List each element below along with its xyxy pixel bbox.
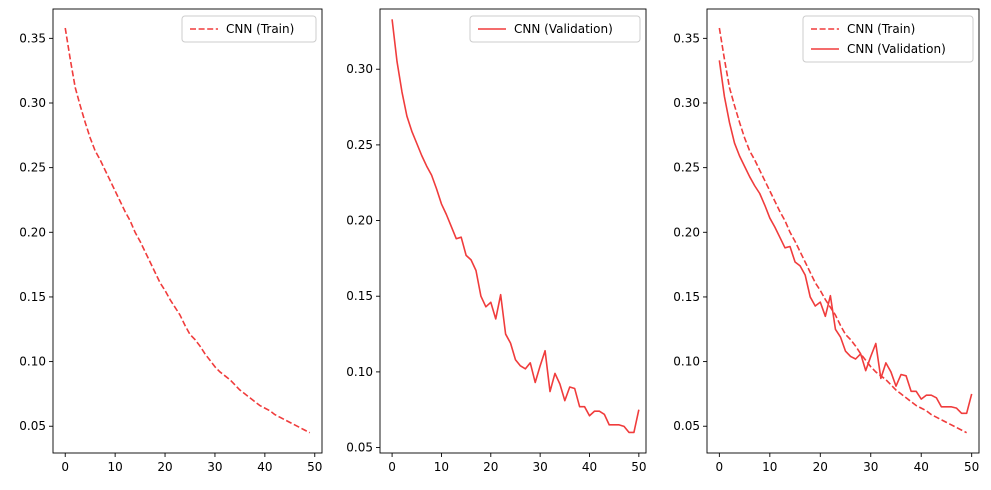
y-tick-label: 0.15 — [346, 289, 373, 303]
x-tick-label: 50 — [964, 460, 979, 474]
y-tick-label: 0.25 — [346, 138, 373, 152]
legend-box — [181, 15, 317, 43]
x-tick-label: 30 — [207, 460, 222, 474]
y-tick-label: 0.15 — [673, 290, 700, 304]
y-tick-label: 0.30 — [19, 96, 46, 110]
axes-frame — [379, 8, 647, 454]
x-tick-label: 40 — [257, 460, 272, 474]
x-tick-label: 50 — [307, 460, 322, 474]
y-tick-label: 0.05 — [346, 441, 373, 455]
x-tick-label: 30 — [863, 460, 878, 474]
x-tick-label: 20 — [483, 460, 498, 474]
series-line-train — [718, 27, 968, 434]
y-tick-label: 0.05 — [19, 419, 46, 433]
legend-box — [802, 15, 974, 63]
chart-panel-1: 0 10 20 30 40 50 0.05 0.10 0.15 0.20 0.25 0.30 0.35 C… — [19, 8, 323, 474]
x-tick-label: 0 — [61, 460, 69, 474]
y-tick-label: 0.10 — [673, 355, 700, 369]
y-tick-label: 0.35 — [673, 31, 700, 45]
y-tick-label: 0.30 — [673, 96, 700, 110]
y-tick-label: 0.35 — [19, 31, 46, 45]
x-tick-label: 0 — [716, 460, 724, 474]
chart-panel-2: 0 10 20 30 40 50 0.05 0.10 0.15 0.20 0.25 0.30 CNN (… — [346, 8, 647, 474]
x-tick-label: 40 — [582, 460, 597, 474]
legend: CNN (Train) CNN (Validation) — [802, 15, 974, 63]
legend-label: CNN (Train) — [226, 22, 294, 36]
y-tick-label: 0.10 — [19, 355, 46, 369]
y-tick-label: 0.10 — [346, 365, 373, 379]
legend-label: CNN (Validation) — [514, 22, 613, 36]
y-tick-label: 0.20 — [673, 225, 700, 239]
legend-label: CNN (Validation) — [847, 42, 946, 56]
series-line-validation — [718, 60, 973, 415]
x-tick-label: 20 — [813, 460, 828, 474]
y-tick-label: 0.25 — [19, 161, 46, 175]
y-tick-label: 0.25 — [673, 161, 700, 175]
chart-panel-3: 0 10 20 30 40 50 0.05 0.10 0.15 0.20 0.25 0.30 0.35 C… — [673, 8, 980, 474]
y-tick-label: 0.20 — [19, 225, 46, 239]
x-tick-label: 10 — [107, 460, 122, 474]
x-tick-label: 40 — [914, 460, 929, 474]
x-tick-label: 10 — [434, 460, 449, 474]
legend-box — [469, 15, 641, 43]
series-line-validation — [391, 19, 640, 434]
legend: CNN (Train) — [181, 15, 317, 43]
y-tick-label: 0.05 — [673, 419, 700, 433]
axes-frame — [706, 8, 980, 454]
legend-label: CNN (Train) — [847, 22, 915, 36]
x-tick-label: 30 — [533, 460, 548, 474]
y-tick-label: 0.15 — [19, 290, 46, 304]
axes-frame — [52, 8, 323, 454]
y-tick-label: 0.20 — [346, 214, 373, 228]
x-tick-label: 20 — [157, 460, 172, 474]
x-tick-label: 0 — [388, 460, 396, 474]
x-tick-label: 10 — [762, 460, 777, 474]
legend: CNN (Validation) — [469, 15, 641, 43]
x-tick-label: 50 — [631, 460, 646, 474]
y-tick-label: 0.30 — [346, 62, 373, 76]
series-line-train — [64, 27, 311, 434]
